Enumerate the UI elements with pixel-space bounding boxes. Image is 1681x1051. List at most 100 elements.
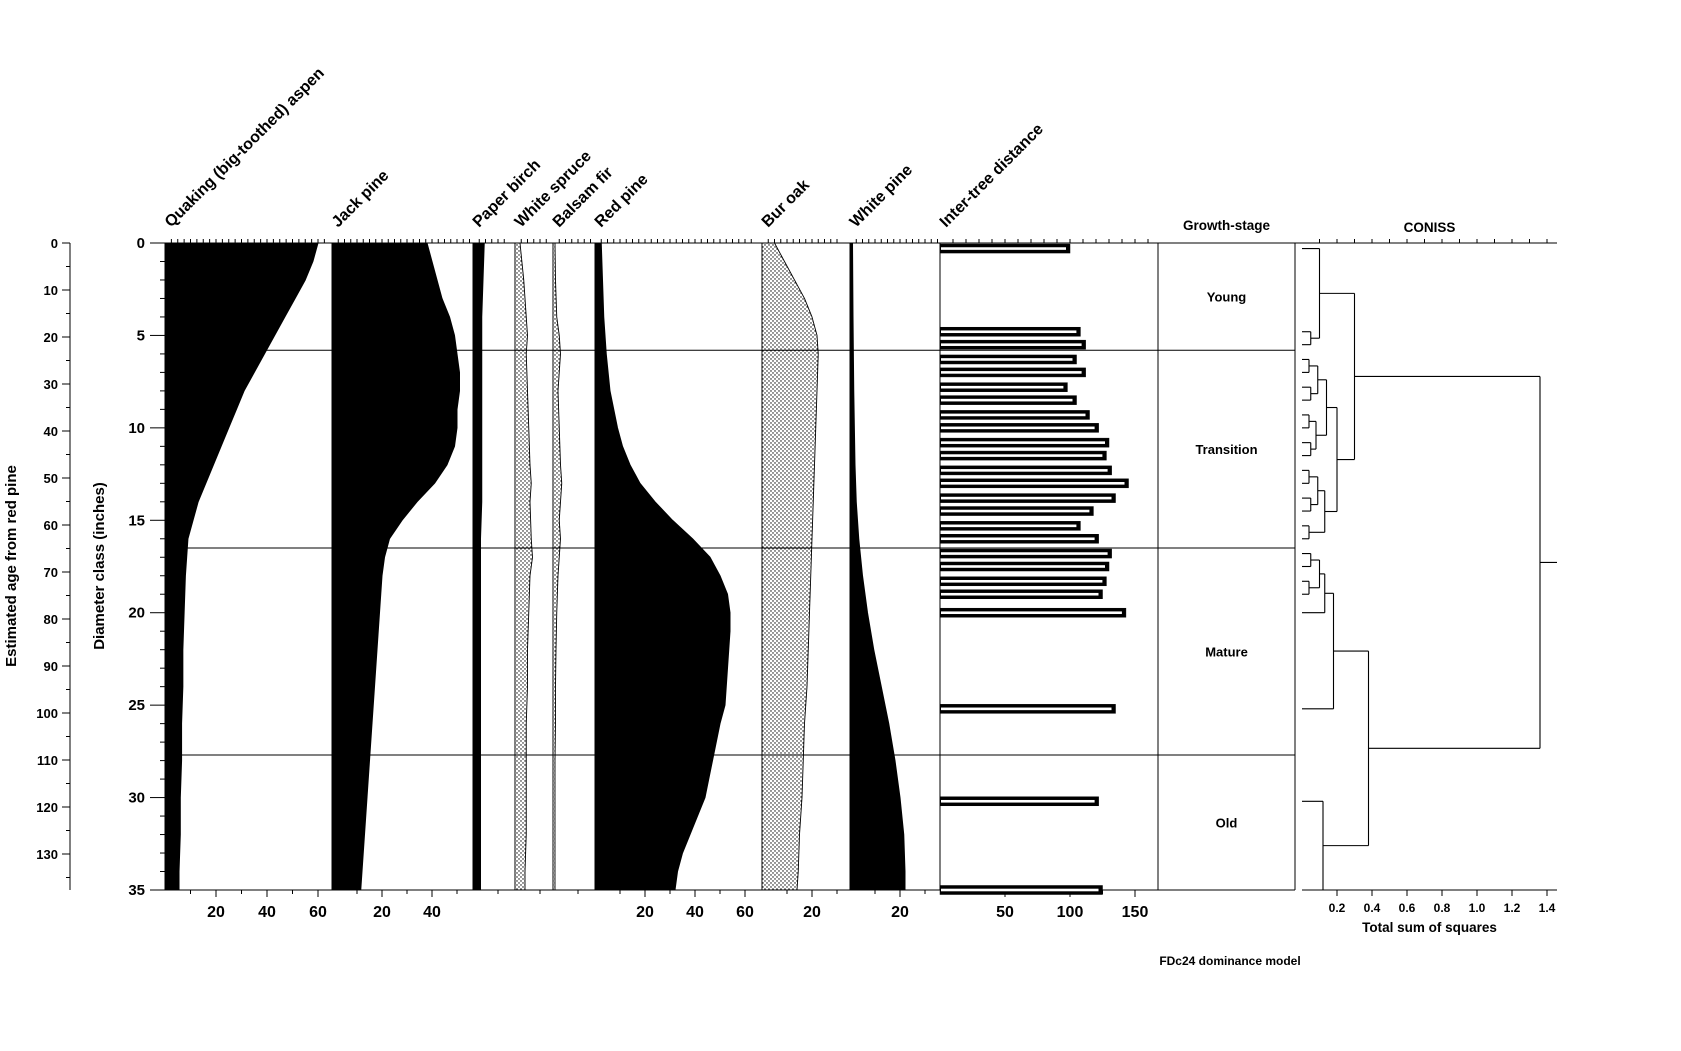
distance-bar-stripe [941,579,1103,583]
diameter-tick-label: 10 [128,420,145,437]
age-tick-label: 60 [44,518,58,533]
distance-bar-stripe [941,330,1077,334]
age-tick-label: 70 [44,565,58,580]
distance-bar-stripe [941,565,1105,568]
age-axis: 0 10 20 30 40 50 60 70 80 90 100 110 120 130 Estimated… [3,236,71,890]
distance-bar-stripe [941,426,1095,430]
age-tick-label: 80 [44,612,58,627]
panel-title: White pine [847,162,916,231]
distance-bar-stripe [941,509,1090,513]
panel-intertree: Inter-tree distance 50 100 150 [937,121,1149,921]
distance-bar-stripe [941,441,1105,444]
diameter-tick-label: 20 [128,605,145,622]
coniss-tick-label: 0.4 [1364,901,1381,915]
distance-bar-stripe [941,707,1112,711]
coniss-tick-label: 1.4 [1539,901,1556,915]
bottom-tick-label: 20 [803,904,821,921]
species-silhouette [761,242,819,891]
figure-base: 0102030405060708090100110120130Estimated… [3,235,1557,899]
panel-coniss: CONISS 0.2 0.4 0.6 0.8 1.0 1.2 1.4 Total sum of … [1302,220,1557,935]
coniss-tick-label: 1.0 [1469,901,1486,915]
zone-label: Mature [1205,645,1248,660]
bottom-tick-label: 100 [1057,904,1084,921]
age-tick-label: 40 [44,424,58,439]
bottom-tick-label: 40 [686,904,704,921]
panel-title: Jack pine [329,167,393,231]
diameter-axis: 0 5 10 15 20 25 30 35 Diameter class (inches) [91,235,165,899]
panel-aspen: Quaking (big-toothed) aspen 20 40 60 [162,65,328,921]
age-tick-label: 50 [44,471,58,486]
bottom-tick-label: 40 [423,904,441,921]
bottom-tick-label: 20 [891,904,909,921]
coniss-xlabel: Total sum of squares [1362,920,1497,935]
distance-bar-stripe [941,454,1103,457]
distance-bar-stripe [941,552,1108,555]
diameter-tick-label: 25 [128,697,145,714]
age-tick-label: 90 [44,659,58,674]
distance-bar-stripe [941,482,1125,485]
age-tick-label: 100 [36,706,58,721]
distance-bar-stripe [941,799,1095,803]
species-silhouette [552,242,563,891]
species-silhouette [514,242,533,891]
panel-title: Quaking (big-toothed) aspen [162,65,328,231]
distance-bar-stripe [941,469,1108,472]
distance-bar-stripe [941,371,1082,374]
distance-bar-stripe [941,343,1082,346]
bottom-tick-label: 20 [636,904,654,921]
distance-bar-stripe [941,611,1122,615]
diameter-tick-label: 15 [128,512,145,529]
panel-buroak: Bur oak 20 [759,177,838,921]
panel-jack: Jack pine 20 40 [329,167,470,921]
age-tick-label: 130 [36,847,58,862]
age-tick-label: 20 [44,330,58,345]
growth-stage-title: Growth-stage [1183,218,1270,233]
distance-bar-stripe [941,537,1095,541]
diameter-tick-label: 35 [128,882,145,899]
distance-bar-stripe [941,247,1066,250]
age-axis-title: Estimated age from red pine [3,465,20,667]
zone-label: Old [1216,816,1238,831]
bottom-tick-label: 20 [373,904,391,921]
distance-bar-stripe [941,413,1086,417]
distance-bar-stripe [941,398,1073,402]
species-silhouette [472,242,485,891]
age-tick-label: 120 [36,800,58,815]
zone-label: Young [1207,290,1247,305]
coniss-title: CONISS [1404,220,1456,235]
bottom-tick-label: 40 [258,904,276,921]
species-silhouette [849,242,906,891]
zone-label: Transition [1195,442,1257,457]
diameter-tick-label: 5 [137,327,145,344]
distance-bar-stripe [941,592,1099,596]
species-silhouette [594,242,731,891]
species-silhouette [331,242,460,891]
figure-footer: FDc24 dominance model [1159,954,1301,968]
figure-overlays [165,349,1295,756]
bottom-tick-label: 60 [736,904,754,921]
age-tick-label: 30 [44,377,58,392]
distance-bar-stripe [941,524,1077,528]
coniss-tick-label: 1.2 [1504,901,1521,915]
diameter-axis-title: Diameter class (inches) [91,482,108,650]
distance-bar-stripe [941,888,1099,892]
diameter-tick-label: 0 [137,235,145,252]
coniss-tick-label: 0.8 [1434,901,1451,915]
coniss-tick-label: 0.6 [1399,901,1416,915]
distance-bar-stripe [941,358,1073,361]
age-tick-label: 10 [44,283,58,298]
diameter-tick-label: 30 [128,790,145,807]
panel-title: Bur oak [759,177,813,231]
age-tick-label: 0 [51,236,58,251]
bottom-tick-label: 20 [207,904,225,921]
distance-bar-stripe [941,496,1112,500]
bottom-tick-label: 50 [996,904,1014,921]
coniss-tick-label: 0.2 [1329,901,1346,915]
bottom-tick-label: 150 [1122,904,1149,921]
species-silhouette [164,242,319,891]
panel-whitepine: White pine 20 [847,162,938,921]
bottom-tick-label: 60 [309,904,327,921]
